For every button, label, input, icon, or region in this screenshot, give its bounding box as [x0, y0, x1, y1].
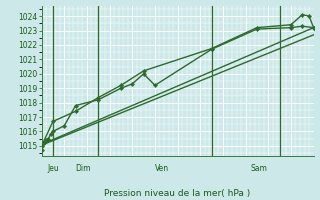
Text: Ven: Ven	[155, 164, 169, 173]
Text: Jeu: Jeu	[47, 164, 59, 173]
Text: Sam: Sam	[250, 164, 267, 173]
Text: Pression niveau de la mer( hPa ): Pression niveau de la mer( hPa )	[104, 189, 251, 198]
Text: Dim: Dim	[76, 164, 91, 173]
